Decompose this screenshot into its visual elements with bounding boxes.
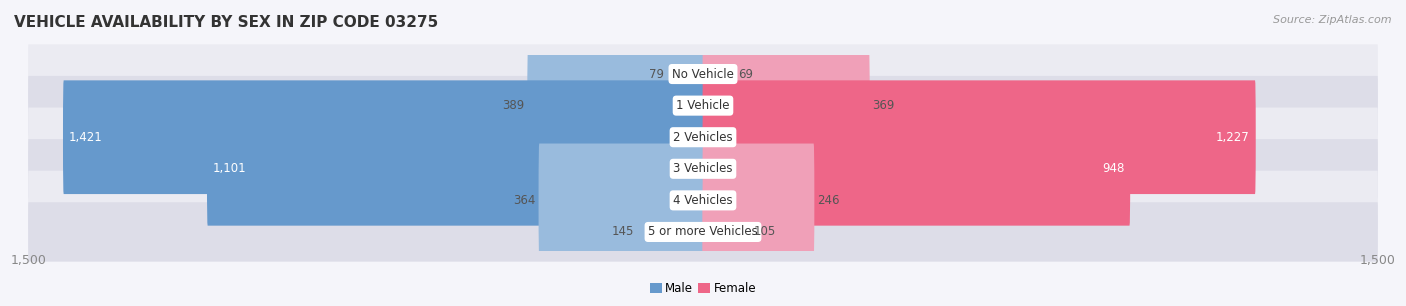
Text: 79: 79 bbox=[648, 68, 664, 80]
FancyBboxPatch shape bbox=[28, 107, 1378, 167]
FancyBboxPatch shape bbox=[703, 144, 814, 257]
Text: 369: 369 bbox=[873, 99, 896, 112]
FancyBboxPatch shape bbox=[28, 139, 1378, 199]
FancyBboxPatch shape bbox=[703, 175, 751, 289]
Text: 246: 246 bbox=[817, 194, 839, 207]
FancyBboxPatch shape bbox=[538, 144, 703, 257]
FancyBboxPatch shape bbox=[28, 171, 1378, 230]
Text: 1,421: 1,421 bbox=[69, 131, 103, 144]
FancyBboxPatch shape bbox=[63, 80, 703, 194]
Text: 389: 389 bbox=[502, 99, 524, 112]
FancyBboxPatch shape bbox=[28, 202, 1378, 262]
Text: 105: 105 bbox=[754, 226, 776, 238]
Text: No Vehicle: No Vehicle bbox=[672, 68, 734, 80]
FancyBboxPatch shape bbox=[703, 80, 1256, 194]
Text: 2 Vehicles: 2 Vehicles bbox=[673, 131, 733, 144]
FancyBboxPatch shape bbox=[28, 44, 1378, 104]
Text: 69: 69 bbox=[738, 68, 752, 80]
FancyBboxPatch shape bbox=[703, 17, 735, 131]
Text: Source: ZipAtlas.com: Source: ZipAtlas.com bbox=[1274, 15, 1392, 25]
FancyBboxPatch shape bbox=[527, 49, 703, 162]
Text: 364: 364 bbox=[513, 194, 536, 207]
Text: 5 or more Vehicles: 5 or more Vehicles bbox=[648, 226, 758, 238]
Text: 948: 948 bbox=[1102, 162, 1125, 175]
FancyBboxPatch shape bbox=[207, 112, 703, 226]
FancyBboxPatch shape bbox=[637, 175, 703, 289]
FancyBboxPatch shape bbox=[28, 76, 1378, 135]
Text: 3 Vehicles: 3 Vehicles bbox=[673, 162, 733, 175]
FancyBboxPatch shape bbox=[666, 17, 703, 131]
Text: 1,227: 1,227 bbox=[1216, 131, 1250, 144]
FancyBboxPatch shape bbox=[703, 49, 870, 162]
FancyBboxPatch shape bbox=[703, 112, 1130, 226]
Text: 1,101: 1,101 bbox=[214, 162, 246, 175]
Text: 145: 145 bbox=[612, 226, 634, 238]
Text: VEHICLE AVAILABILITY BY SEX IN ZIP CODE 03275: VEHICLE AVAILABILITY BY SEX IN ZIP CODE … bbox=[14, 15, 439, 30]
Text: 1 Vehicle: 1 Vehicle bbox=[676, 99, 730, 112]
Legend: Male, Female: Male, Female bbox=[645, 278, 761, 300]
Text: 4 Vehicles: 4 Vehicles bbox=[673, 194, 733, 207]
